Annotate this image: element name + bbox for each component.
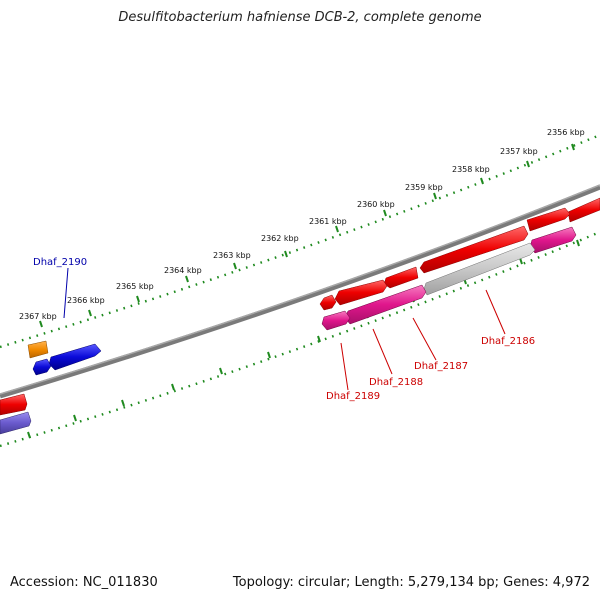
tick-label: 2366 kbp (67, 296, 105, 305)
gene-feature[interactable] (334, 279, 388, 306)
gene-feature[interactable] (321, 310, 351, 331)
inner-major-ticks (27, 239, 580, 439)
tick-label: 2356 kbp (547, 128, 585, 137)
gene-feature[interactable] (0, 393, 28, 416)
tick-label: 2363 kbp (213, 251, 251, 260)
leader-line (340, 342, 349, 391)
leader-line (63, 267, 69, 319)
genome-stats-label: Topology: circular; Length: 5,279,134 bp… (232, 575, 590, 590)
leader-line (372, 328, 393, 375)
gene-feature[interactable] (567, 197, 600, 223)
map-title: Desulfitobacterium hafniense DCB-2, comp… (118, 10, 482, 25)
tick-label: 2358 kbp (452, 165, 490, 174)
gene-label-dhaf-2190[interactable]: Dhaf_2190 (33, 257, 87, 268)
gene-label-dhaf-2188[interactable]: Dhaf_2188 (369, 377, 423, 388)
forward-genes (27, 197, 600, 376)
genome-backbone (0, 184, 600, 399)
accession-label: Accession: NC_011830 (10, 575, 158, 590)
gene-feature[interactable] (32, 358, 52, 376)
gene-label-dhaf-2187[interactable]: Dhaf_2187 (414, 361, 468, 372)
outer-major-ticks (39, 143, 575, 328)
gene-label-dhaf-2189[interactable]: Dhaf_2189 (326, 391, 380, 402)
gene-feature[interactable] (526, 207, 571, 232)
gene-feature[interactable] (319, 294, 337, 311)
tick-label: 2364 kbp (164, 266, 202, 275)
tick-label: 2359 kbp (405, 183, 443, 192)
gene-feature[interactable] (27, 340, 49, 359)
tick-label: 2361 kbp (309, 217, 347, 226)
leader-line (485, 289, 506, 335)
gene-feature[interactable] (0, 411, 32, 435)
leader-line (412, 317, 437, 361)
tick-label: 2357 kbp (500, 147, 538, 156)
gene-feature[interactable] (419, 225, 529, 274)
tick-label: 2367 kbp (19, 312, 57, 321)
tick-label: 2360 kbp (357, 200, 395, 209)
reverse-genes (0, 226, 577, 435)
tick-label: 2362 kbp (261, 234, 299, 243)
gene-feature[interactable] (529, 226, 577, 254)
gene-label-dhaf-2186[interactable]: Dhaf_2186 (481, 336, 535, 347)
tick-label: 2365 kbp (116, 282, 154, 291)
